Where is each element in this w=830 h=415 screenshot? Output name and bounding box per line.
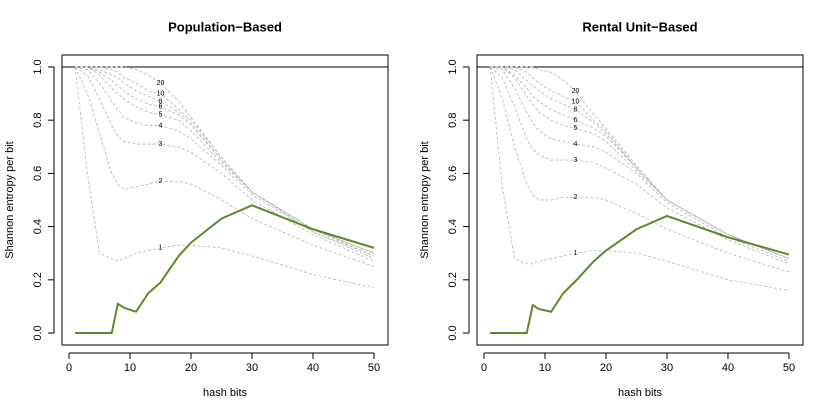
dashed-line (75, 66, 375, 254)
dashed-line (490, 66, 790, 259)
series-label: 3 (159, 141, 163, 148)
chart-title: Population−Based (168, 19, 282, 34)
x-axis-label: hash bits (203, 387, 248, 399)
dashed-line (75, 66, 375, 254)
y-tick-label: 0.8 (32, 113, 44, 128)
y-tick-label: 0.0 (447, 325, 459, 340)
y-tick-label: 0.2 (447, 272, 459, 287)
series-label: 8 (159, 98, 163, 105)
y-tick-label: 0.8 (447, 113, 459, 128)
series-label: 5 (159, 112, 163, 119)
dashed-line (489, 66, 790, 291)
series-label: 3 (574, 157, 578, 164)
series-label: 1 (159, 245, 163, 252)
dashed-line (490, 66, 790, 259)
dashed-line (490, 66, 790, 262)
dashed-line (75, 66, 375, 257)
series-label: 8 (574, 106, 578, 113)
x-tick-label: 10 (124, 362, 136, 374)
series-label: 1 (574, 250, 578, 257)
line (490, 214, 790, 335)
series-label: 5 (574, 125, 578, 132)
x-tick-label: 20 (185, 362, 197, 374)
x-tick-label: 30 (661, 362, 673, 374)
x-tick-label: 50 (368, 362, 380, 374)
x-tick-label: 40 (307, 362, 319, 374)
series-label: 20 (157, 80, 165, 87)
y-tick-label: 0.6 (447, 166, 459, 181)
dashed-line (75, 66, 375, 257)
plot-frame (61, 54, 389, 346)
y-tick-label: 1.0 (32, 59, 44, 74)
x-tick-label: 50 (783, 362, 795, 374)
series-label: 2 (159, 178, 163, 185)
y-tick-label: 1.0 (447, 59, 459, 74)
series-label: 4 (159, 122, 163, 129)
dashed-line (490, 66, 790, 259)
y-axis-label: Shannon entropy per bit (4, 141, 16, 258)
dashed-line (489, 66, 790, 273)
y-axis-label: Shannon entropy per bit (419, 141, 431, 258)
series-label: 6 (574, 117, 578, 124)
dashed-line (489, 66, 790, 265)
y-tick-label: 0.6 (32, 166, 44, 181)
dashed-line (74, 66, 375, 289)
series-label: 6 (159, 104, 163, 111)
chart-title: Rental Unit−Based (582, 19, 697, 34)
series-label: 10 (157, 90, 165, 97)
y-tick-label: 0.4 (447, 219, 459, 234)
x-tick-label: 10 (539, 362, 551, 374)
dashed-line (74, 66, 375, 262)
y-tick-label: 0.0 (32, 325, 44, 340)
series-label: 2 (574, 194, 578, 201)
series-label: 10 (572, 98, 580, 105)
series-label: 4 (574, 141, 578, 148)
y-tick-label: 0.2 (32, 272, 44, 287)
x-tick-label: 0 (66, 362, 72, 374)
dashed-line (490, 66, 790, 259)
dashed-line (490, 66, 790, 259)
x-tick-label: 30 (246, 362, 258, 374)
dashed-line (75, 66, 375, 259)
series-label: 20 (572, 88, 580, 95)
plot-frame (476, 54, 804, 346)
x-tick-label: 20 (600, 362, 612, 374)
x-axis-label: hash bits (618, 387, 663, 399)
x-tick-label: 0 (481, 362, 487, 374)
x-tick-label: 40 (722, 362, 734, 374)
y-tick-label: 0.4 (32, 219, 44, 234)
line (75, 204, 375, 335)
